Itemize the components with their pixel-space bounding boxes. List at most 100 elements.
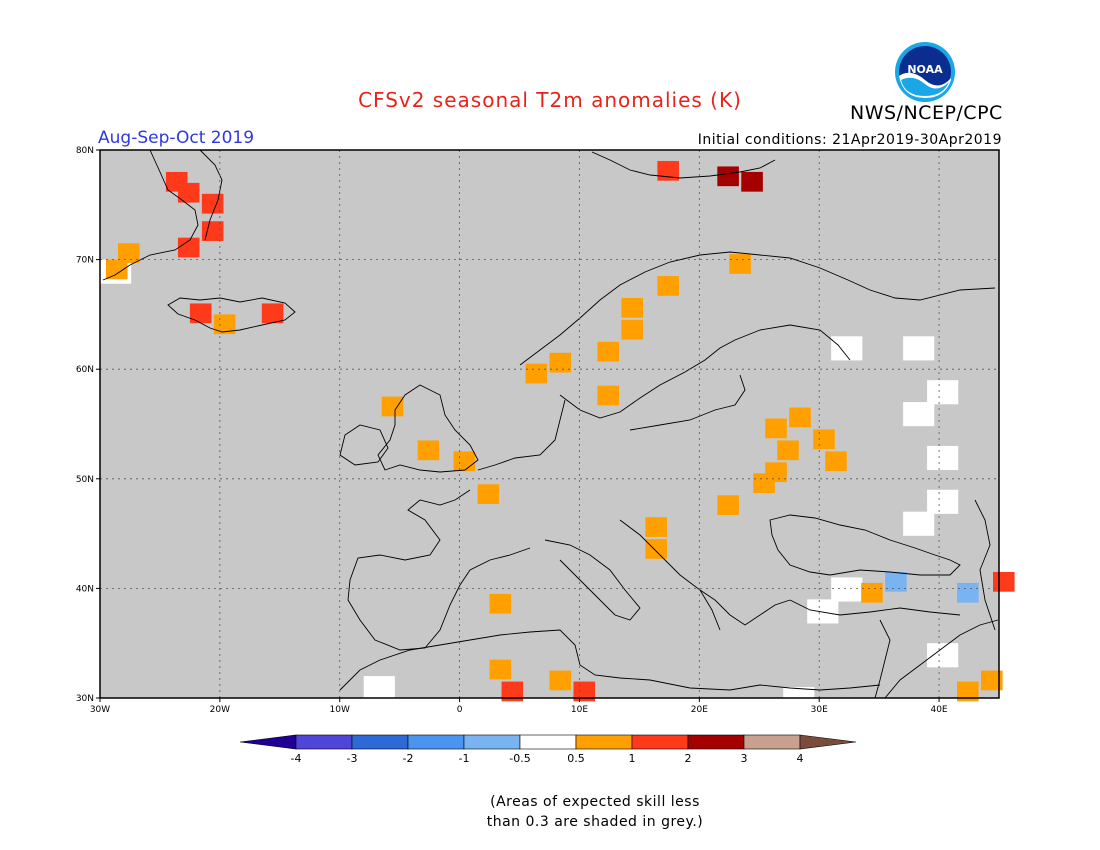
skill-note-line1: (Areas of expected skill less: [490, 794, 700, 810]
neutral-cell: [903, 336, 935, 361]
colorbar-label: 3: [741, 752, 748, 765]
anomaly-cell: [525, 363, 548, 384]
neutral-cell: [927, 489, 959, 514]
anomaly-cell: [117, 243, 140, 263]
lat-tick-label: 40N: [76, 584, 94, 594]
anomaly-cell: [489, 659, 512, 680]
anomaly-cell: [381, 396, 404, 417]
coastline-italy: [544, 539, 641, 621]
neutral-cell: [831, 336, 863, 361]
coastline-greece: [699, 589, 791, 626]
neutral-cell: [807, 599, 839, 624]
initial-conditions: Initial conditions: 21Apr2019-30Apr2019: [697, 132, 1002, 148]
anomaly-cell: [777, 440, 799, 461]
neutral-cell: [927, 445, 959, 471]
coastline-uk: [377, 384, 479, 473]
anomaly-cell: [717, 495, 739, 515]
colorbar-label: 0.5: [567, 752, 585, 765]
lon-tick-label: 20E: [691, 705, 708, 715]
colorbar-label: -4: [291, 752, 302, 765]
lon-tick-label: 0: [457, 705, 463, 715]
neutral-cell: [363, 676, 395, 701]
anomaly-cell: [165, 171, 188, 192]
anomaly-cell: [957, 681, 979, 702]
colorbar-segment: [687, 734, 745, 750]
coastline-north-sea: [477, 399, 566, 471]
lat-tick-label: 80N: [76, 146, 94, 156]
coastline-adriatic: [619, 519, 721, 631]
low-skill-background: [100, 150, 999, 698]
coastline-greenland: [102, 149, 199, 281]
anomaly-cell: [861, 582, 883, 603]
anomaly-cell: [993, 571, 1015, 592]
anomaly-cell: [189, 303, 212, 324]
coastline-iceland: [167, 297, 296, 333]
coastline-svalbard: [591, 151, 776, 179]
anomaly-cell: [645, 539, 667, 559]
lon-tick-label: 10E: [571, 705, 588, 715]
anomaly-cell: [453, 451, 476, 472]
anomaly-cell: [489, 593, 512, 614]
lat-tick-label: 30N: [76, 694, 94, 704]
agency-label: NWS/NCEP/CPC: [850, 102, 1003, 124]
anomaly-cell: [201, 221, 224, 241]
forecast-period: Aug-Sep-Oct 2019: [98, 128, 255, 148]
anomaly-cell: [417, 440, 440, 461]
anomaly-cell: [957, 582, 979, 603]
skill-note: (Areas of expected skill less than 0.3 a…: [0, 792, 1100, 832]
colorbar-right-arrow: [799, 734, 857, 750]
lon-tick-label: 20W: [210, 705, 230, 715]
colorbar-segment: [351, 734, 409, 750]
anomaly-cell: [981, 670, 1003, 691]
colorbar-segment: [575, 734, 633, 750]
colorbar-label: -3: [347, 752, 358, 765]
colorbar-segment: [519, 734, 577, 750]
anomaly-cell: [105, 259, 128, 280]
anomaly-cell: [549, 670, 572, 691]
anomaly-cell: [597, 341, 620, 362]
colorbar-segment: [631, 734, 689, 750]
lon-tick-label: 30E: [811, 705, 828, 715]
colorbar-label: 2: [685, 752, 692, 765]
noaa-logo: NOAA: [895, 42, 955, 102]
coastline-scandinavia: [519, 251, 996, 366]
anomaly-cell: [657, 160, 679, 181]
coastline-greenland-east: [199, 149, 223, 241]
anomaly-cell: [753, 473, 775, 494]
map-title: CFSv2 seasonal T2m anomalies (K): [358, 88, 742, 112]
colorbar-label: 1: [629, 752, 636, 765]
anomaly-cell: [549, 352, 572, 373]
colorbar-segment: [295, 734, 353, 750]
anomaly-cell: [885, 571, 907, 592]
coastline-caspian: [974, 499, 996, 631]
anomaly-cell: [717, 166, 739, 187]
logo-wave-inner: [901, 77, 949, 96]
lat-tick-label: 60N: [76, 365, 94, 375]
anomaly-cell: [789, 407, 811, 428]
neutral-cell: [783, 687, 815, 712]
colorbar-segment: [407, 734, 465, 750]
anomaly-cell: [813, 429, 835, 450]
neutral-cell: [903, 511, 935, 536]
colorbar-label: 4: [797, 752, 804, 765]
anomaly-cell: [621, 319, 643, 340]
anomaly-cell: [573, 681, 596, 702]
anomaly-cell: [213, 314, 236, 335]
anomaly-cell: [501, 681, 524, 702]
coastline-ireland: [339, 424, 389, 466]
lat-tick-label: 70N: [76, 256, 94, 266]
coastline-black-sea: [769, 514, 961, 576]
anomaly-cell: [741, 171, 763, 192]
anomaly-cell: [825, 451, 847, 472]
anomaly-cell: [645, 517, 667, 537]
coastline-france-iberia: [347, 489, 531, 651]
colorbar-segment: [463, 734, 521, 750]
neutral-cell: [831, 577, 863, 602]
anomaly-cell: [177, 237, 200, 258]
colorbar-label: -1: [459, 752, 470, 765]
colorbar-label: -0.5: [509, 752, 530, 765]
anomaly-cell: [621, 297, 643, 318]
neutral-cell: [927, 643, 959, 668]
colorbar-segment: [743, 734, 801, 750]
lon-tick-label: 40E: [930, 705, 947, 715]
